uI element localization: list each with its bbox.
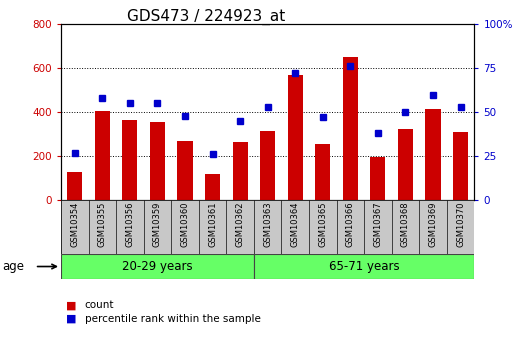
Text: GSM10356: GSM10356: [126, 202, 134, 247]
Text: GSM10370: GSM10370: [456, 202, 465, 247]
Bar: [447, 200, 474, 254]
Bar: [315, 144, 330, 200]
Bar: [150, 122, 165, 200]
Text: GSM10366: GSM10366: [346, 202, 355, 247]
Text: GDS473 / 224923_at: GDS473 / 224923_at: [127, 9, 285, 25]
Text: percentile rank within the sample: percentile rank within the sample: [85, 314, 261, 324]
Text: GSM10363: GSM10363: [263, 202, 272, 247]
Bar: [337, 200, 364, 254]
Bar: [453, 132, 468, 200]
Bar: [343, 57, 358, 200]
Bar: [171, 200, 199, 254]
Bar: [226, 200, 254, 254]
Text: GSM10365: GSM10365: [319, 202, 327, 247]
Bar: [419, 200, 447, 254]
Text: 65-71 years: 65-71 years: [329, 260, 400, 273]
Bar: [370, 157, 385, 200]
Bar: [281, 200, 309, 254]
Bar: [61, 254, 254, 279]
Text: GSM10367: GSM10367: [374, 202, 382, 247]
Bar: [309, 200, 337, 254]
Bar: [254, 254, 474, 279]
Bar: [199, 200, 226, 254]
Bar: [61, 200, 89, 254]
Bar: [233, 142, 248, 200]
Text: GSM10360: GSM10360: [181, 202, 189, 247]
Bar: [122, 120, 137, 200]
Bar: [288, 75, 303, 200]
Text: GSM10361: GSM10361: [208, 202, 217, 247]
Text: ■: ■: [66, 300, 77, 310]
Bar: [178, 141, 192, 200]
Bar: [95, 111, 110, 200]
Text: GSM10368: GSM10368: [401, 202, 410, 247]
Text: GSM10359: GSM10359: [153, 202, 162, 247]
Text: 20-29 years: 20-29 years: [122, 260, 193, 273]
Text: GSM10355: GSM10355: [98, 202, 107, 247]
Bar: [144, 200, 171, 254]
Text: GSM10362: GSM10362: [236, 202, 244, 247]
Bar: [89, 200, 116, 254]
Bar: [116, 200, 144, 254]
Bar: [254, 200, 281, 254]
Bar: [398, 129, 413, 200]
Bar: [260, 131, 275, 200]
Bar: [364, 200, 392, 254]
Bar: [67, 171, 82, 200]
Text: ■: ■: [66, 314, 77, 324]
Text: age: age: [3, 260, 25, 273]
Bar: [426, 109, 440, 200]
Text: GSM10354: GSM10354: [70, 202, 79, 247]
Text: GSM10369: GSM10369: [429, 202, 437, 247]
Bar: [392, 200, 419, 254]
Bar: [205, 174, 220, 200]
Text: GSM10364: GSM10364: [291, 202, 299, 247]
Text: count: count: [85, 300, 114, 310]
